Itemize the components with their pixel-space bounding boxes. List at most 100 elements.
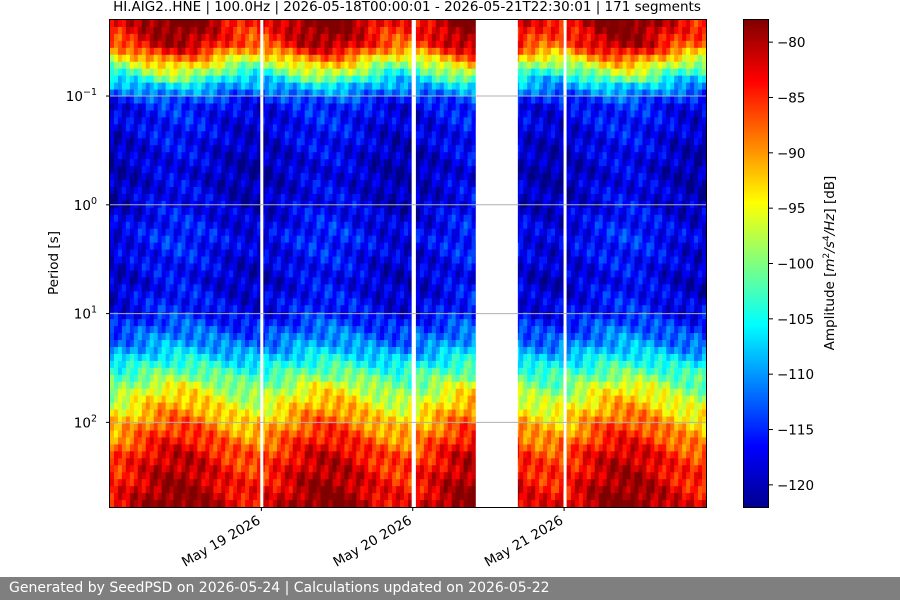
heatmap-cell xyxy=(125,319,131,327)
heatmap-cell xyxy=(264,40,270,49)
heatmap-cell xyxy=(245,381,250,390)
heatmap-cell xyxy=(340,54,346,63)
heatmap-cell xyxy=(149,33,155,42)
heatmap-cell xyxy=(292,228,298,237)
heatmap-cell xyxy=(280,89,286,98)
heatmap-cell xyxy=(276,367,282,376)
heatmap-cell xyxy=(165,500,171,508)
heatmap-cell xyxy=(284,110,290,118)
heatmap-cell xyxy=(376,263,381,272)
heatmap-cell xyxy=(213,493,218,501)
heatmap-cell xyxy=(209,145,214,153)
heatmap-cell xyxy=(392,82,397,91)
heatmap-cell xyxy=(153,479,159,487)
heatmap-cell xyxy=(237,166,242,174)
heatmap-cell xyxy=(237,312,242,320)
heatmap-cell xyxy=(181,486,187,494)
heatmap-cell xyxy=(360,54,365,63)
heatmap-cell xyxy=(209,326,214,334)
heatmap-cell xyxy=(145,193,151,202)
heatmap-cell xyxy=(237,395,242,404)
heatmap-cell xyxy=(392,180,397,188)
heatmap-cell xyxy=(284,333,290,341)
heatmap-cell xyxy=(376,305,381,313)
heatmap-cell xyxy=(249,103,254,112)
heatmap-cell xyxy=(201,263,206,272)
heatmap-cell xyxy=(249,458,254,466)
heatmap-cell xyxy=(181,138,187,146)
heatmap-cell xyxy=(221,472,226,480)
heatmap-cell xyxy=(348,312,353,320)
heatmap-cell xyxy=(153,291,159,299)
heatmap-cell xyxy=(137,430,143,439)
heatmap-cell xyxy=(209,340,214,348)
heatmap-cell xyxy=(189,256,195,265)
heatmap-cell xyxy=(157,360,163,369)
heatmap-cell xyxy=(249,40,254,49)
heatmap-cell xyxy=(113,242,119,251)
heatmap-cell xyxy=(173,500,179,508)
heatmap-cell xyxy=(304,479,310,487)
heatmap-cell xyxy=(276,263,282,272)
heatmap-cell xyxy=(280,500,286,508)
heatmap-cell xyxy=(376,326,381,334)
heatmap-cell xyxy=(153,451,159,459)
heatmap-cell xyxy=(356,228,361,237)
heatmap-cell xyxy=(253,444,258,452)
heatmap-cell xyxy=(145,367,151,376)
heatmap-cell xyxy=(340,110,346,118)
heatmap-cell xyxy=(133,451,139,459)
heatmap-cell xyxy=(177,479,183,487)
heatmap-cell xyxy=(229,409,234,418)
heatmap-cell xyxy=(352,312,357,320)
heatmap-cell xyxy=(340,416,346,425)
heatmap-cell xyxy=(308,465,314,473)
heatmap-cell xyxy=(129,437,135,445)
heatmap-cell xyxy=(129,367,135,376)
heatmap-cell xyxy=(121,40,127,49)
heatmap-cell xyxy=(292,26,298,35)
heatmap-cell xyxy=(364,173,369,181)
heatmap-cell xyxy=(360,479,365,487)
heatmap-cell xyxy=(268,284,274,292)
heatmap-cell xyxy=(336,395,342,404)
heatmap-cell xyxy=(233,256,238,265)
heatmap-cell xyxy=(316,152,322,160)
heatmap-cell xyxy=(280,138,286,146)
heatmap-cell xyxy=(280,409,286,418)
heatmap-cell xyxy=(181,173,187,181)
heatmap-cell xyxy=(121,68,127,77)
heatmap-cell xyxy=(340,82,346,91)
heatmap-cell xyxy=(173,298,179,306)
heatmap-cell xyxy=(125,82,131,91)
heatmap-cell xyxy=(372,207,377,216)
heatmap-cell xyxy=(221,360,226,369)
heatmap-cell xyxy=(205,186,210,195)
heatmap-cell xyxy=(137,124,143,132)
heatmap-cell xyxy=(121,221,127,230)
heatmap-cell xyxy=(376,152,381,160)
heatmap-cell xyxy=(324,381,330,390)
heatmap-cell xyxy=(316,173,322,181)
heatmap-cell xyxy=(268,124,274,132)
heatmap-cell xyxy=(177,451,183,459)
heatmap-cell xyxy=(292,47,298,56)
heatmap-cell xyxy=(233,166,238,174)
heatmap-cell xyxy=(336,235,342,244)
heatmap-cell xyxy=(193,40,199,49)
heatmap-cell xyxy=(332,20,338,28)
heatmap-cell xyxy=(189,423,195,432)
heatmap-cell xyxy=(133,145,139,153)
heatmap-cell xyxy=(129,395,135,404)
heatmap-cell xyxy=(364,430,369,439)
heatmap-cell xyxy=(292,145,298,153)
heatmap-cell xyxy=(113,193,119,202)
heatmap-cell xyxy=(145,423,151,432)
heatmap-cell xyxy=(149,249,155,258)
heatmap-cell xyxy=(380,68,385,77)
heatmap-cell xyxy=(209,54,214,63)
heatmap-cell xyxy=(352,26,357,35)
heatmap-cell xyxy=(121,26,127,35)
heatmap-cell xyxy=(161,117,167,125)
heatmap-cell xyxy=(165,367,171,376)
